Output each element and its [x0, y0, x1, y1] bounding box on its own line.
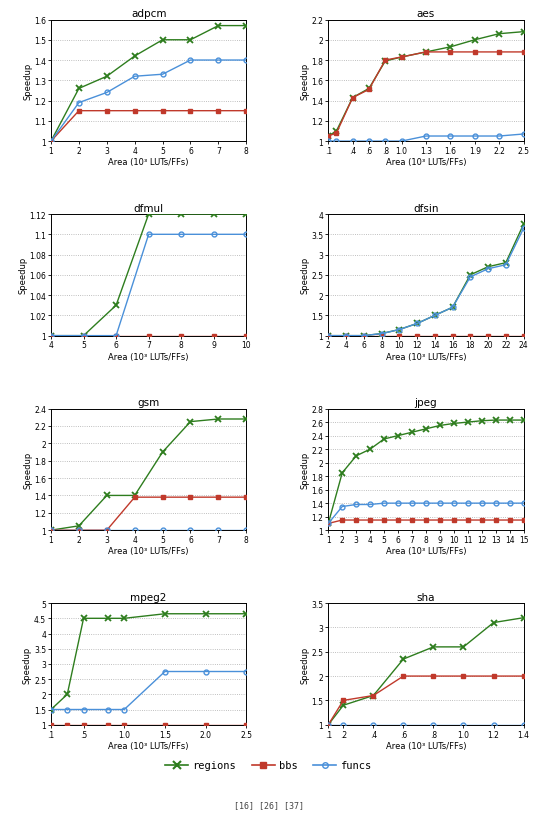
- X-axis label: Area (10³ LUTs/FFs): Area (10³ LUTs/FFs): [108, 546, 189, 555]
- Y-axis label: Speedup: Speedup: [300, 257, 309, 294]
- Y-axis label: Speedup: Speedup: [300, 62, 309, 100]
- Title: sha: sha: [417, 592, 435, 602]
- Y-axis label: Speedup: Speedup: [18, 257, 27, 294]
- Legend: regions, bbs, funcs: regions, bbs, funcs: [161, 757, 376, 775]
- X-axis label: Area (10³ LUTs/FFs): Area (10³ LUTs/FFs): [386, 546, 466, 555]
- Y-axis label: Speedup: Speedup: [300, 645, 309, 683]
- Title: gsm: gsm: [137, 397, 160, 408]
- Y-axis label: Speedup: Speedup: [23, 645, 32, 683]
- Text: [16] [26] [37]: [16] [26] [37]: [234, 800, 303, 809]
- X-axis label: Area (10³ LUTs/FFs): Area (10³ LUTs/FFs): [386, 352, 466, 361]
- X-axis label: Area (10³ LUTs/FFs): Area (10³ LUTs/FFs): [386, 740, 466, 749]
- X-axis label: Area (10³ LUTs/FFs): Area (10³ LUTs/FFs): [108, 352, 189, 361]
- Title: mpeg2: mpeg2: [130, 592, 167, 602]
- X-axis label: Area (10³ LUTs/FFs): Area (10³ LUTs/FFs): [108, 158, 189, 167]
- Title: jpeg: jpeg: [415, 397, 437, 408]
- X-axis label: Area (10³ LUTs/FFs): Area (10³ LUTs/FFs): [108, 740, 189, 749]
- X-axis label: Area (10³ LUTs/FFs): Area (10³ LUTs/FFs): [386, 158, 466, 167]
- Y-axis label: Speedup: Speedup: [23, 451, 32, 488]
- Title: aes: aes: [417, 9, 435, 19]
- Y-axis label: Speedup: Speedup: [23, 62, 32, 100]
- Title: adpcm: adpcm: [131, 9, 166, 19]
- Title: dfmul: dfmul: [134, 203, 164, 213]
- Title: dfsin: dfsin: [413, 203, 439, 213]
- Y-axis label: Speedup: Speedup: [300, 451, 309, 488]
